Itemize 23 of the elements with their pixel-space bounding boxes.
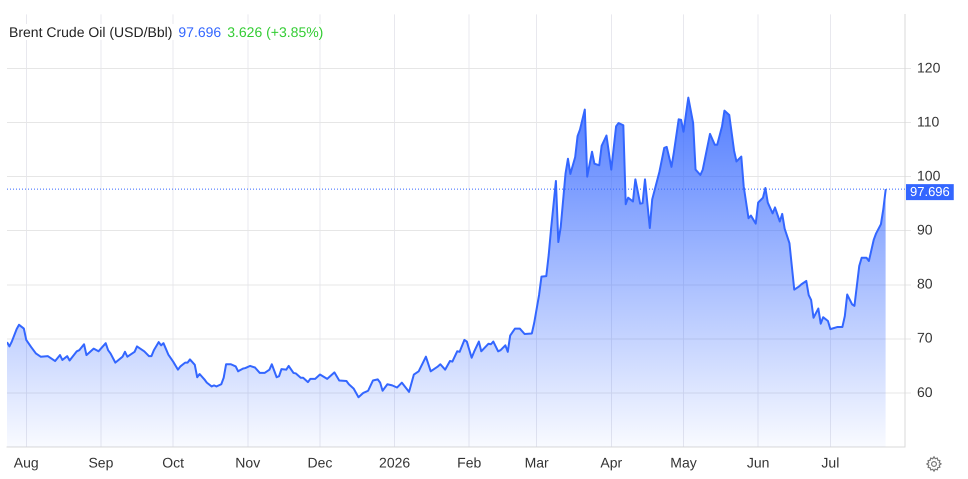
- y-tick-label: 120: [917, 59, 941, 76]
- text: Brent Crude Oil (USD/Bbl): [9, 24, 172, 40]
- ref-line-label: 97.696: [910, 184, 950, 200]
- x-tick-label: Apr: [600, 454, 623, 470]
- x-tick-label: Nov: [235, 454, 260, 470]
- x-tick-label: Sep: [88, 454, 114, 470]
- y-tick-label: 70: [917, 330, 933, 346]
- y-tick-label: 90: [917, 222, 933, 238]
- x-tick-label: Jul: [821, 454, 840, 470]
- annotation: 97.696: [178, 24, 222, 40]
- x-tick-label: Feb: [457, 454, 482, 470]
- x-tick-label: Mar: [524, 454, 550, 470]
- x-tick-label: Jun: [746, 454, 770, 470]
- annotation: 3.626 (+3.85%): [227, 24, 324, 40]
- y-tick-label: 80: [917, 276, 933, 292]
- x-tick-label: Oct: [162, 454, 184, 470]
- y-tick-label: 110: [917, 113, 940, 130]
- y-tick-label: 100: [917, 167, 941, 184]
- y-tick-label: 60: [917, 384, 933, 400]
- x-tick-label: May: [670, 454, 697, 470]
- x-tick-label: 2026: [379, 454, 410, 470]
- x-tick-label: Aug: [14, 454, 39, 470]
- x-tick-label: Dec: [308, 454, 332, 470]
